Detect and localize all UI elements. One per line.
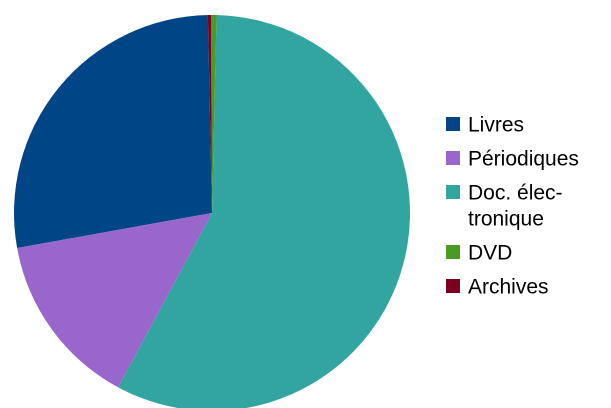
- legend-swatch: [446, 245, 460, 259]
- legend-label: Doc. élec-: [468, 182, 563, 205]
- pie-slice-archives: [207, 15, 212, 213]
- legend-label: DVD: [468, 242, 512, 265]
- pie-slice-dvd: [210, 14, 217, 213]
- legend: Livres Périodiques Doc. élec-tronique DVD Ar…: [446, 114, 579, 299]
- legend-label: tronique: [468, 208, 544, 231]
- legend-label: Archives: [468, 276, 549, 299]
- legend-swatch: [446, 151, 460, 165]
- legend-swatch: [446, 185, 460, 199]
- pie-slice-livres: [14, 15, 212, 249]
- legend-swatch: [446, 117, 460, 131]
- legend-label: Livres: [468, 114, 524, 137]
- legend-label: Périodiques: [468, 148, 579, 171]
- pie-slice-doc-lectronique: [118, 15, 410, 408]
- pie-slices: [14, 14, 410, 408]
- pie-slice-p-riodiques: [17, 213, 212, 388]
- legend-swatch: [446, 279, 460, 293]
